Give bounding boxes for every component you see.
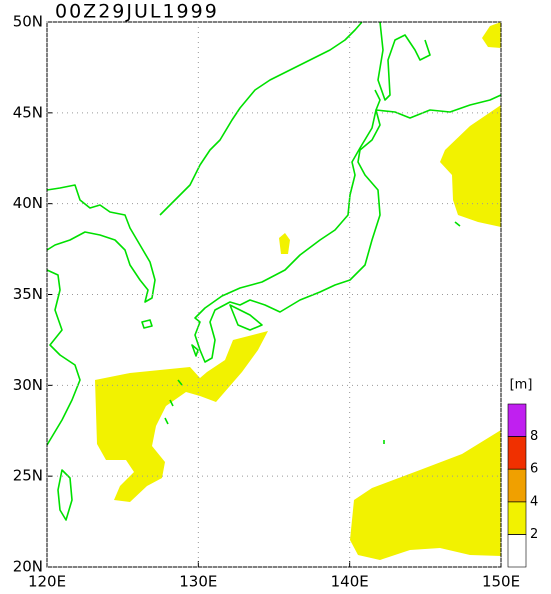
colorbar-swatch [507,468,527,503]
map-title: 00Z29JUL1999 [55,1,219,23]
colorbar-swatch [507,534,527,568]
coastline [159,21,363,216]
colorbar-label: 6 [530,462,538,477]
wave-area [95,331,268,502]
wave-area [279,233,290,254]
x-tick-label: 140E [331,573,369,591]
colorbar-unit: [m] [510,378,533,393]
wave-areas [95,22,501,560]
wave-area [440,105,501,227]
colorbar-label: 2 [530,527,538,542]
y-tick-label: 45N [13,103,43,121]
coastlines [46,21,502,521]
colorbar-swatch [507,403,527,437]
y-tick-label: 50N [13,13,43,31]
y-tick-label: 25N [13,467,43,485]
y-tick-label: 20N [13,558,43,576]
coastline [46,184,156,303]
x-tick-label: 120E [28,573,66,591]
colorbar-label: 8 [530,429,538,444]
coastline [229,304,263,331]
coastline [374,89,502,119]
y-tick-label: 40N [13,194,43,212]
x-tick-label: 150E [482,573,520,591]
coastline [377,21,431,101]
y-tick-label: 35N [13,285,43,303]
colorbar-swatch [507,436,527,470]
wave-area [482,22,501,48]
colorbar-label: 4 [530,494,538,509]
coastline [194,109,381,363]
coastline [46,269,81,446]
wave-area [350,430,501,560]
colorbar-swatch [507,501,527,535]
y-tick-label: 30N [13,376,43,394]
coastline [57,469,73,521]
coastline [141,221,461,444]
x-tick-label: 130E [179,573,217,591]
